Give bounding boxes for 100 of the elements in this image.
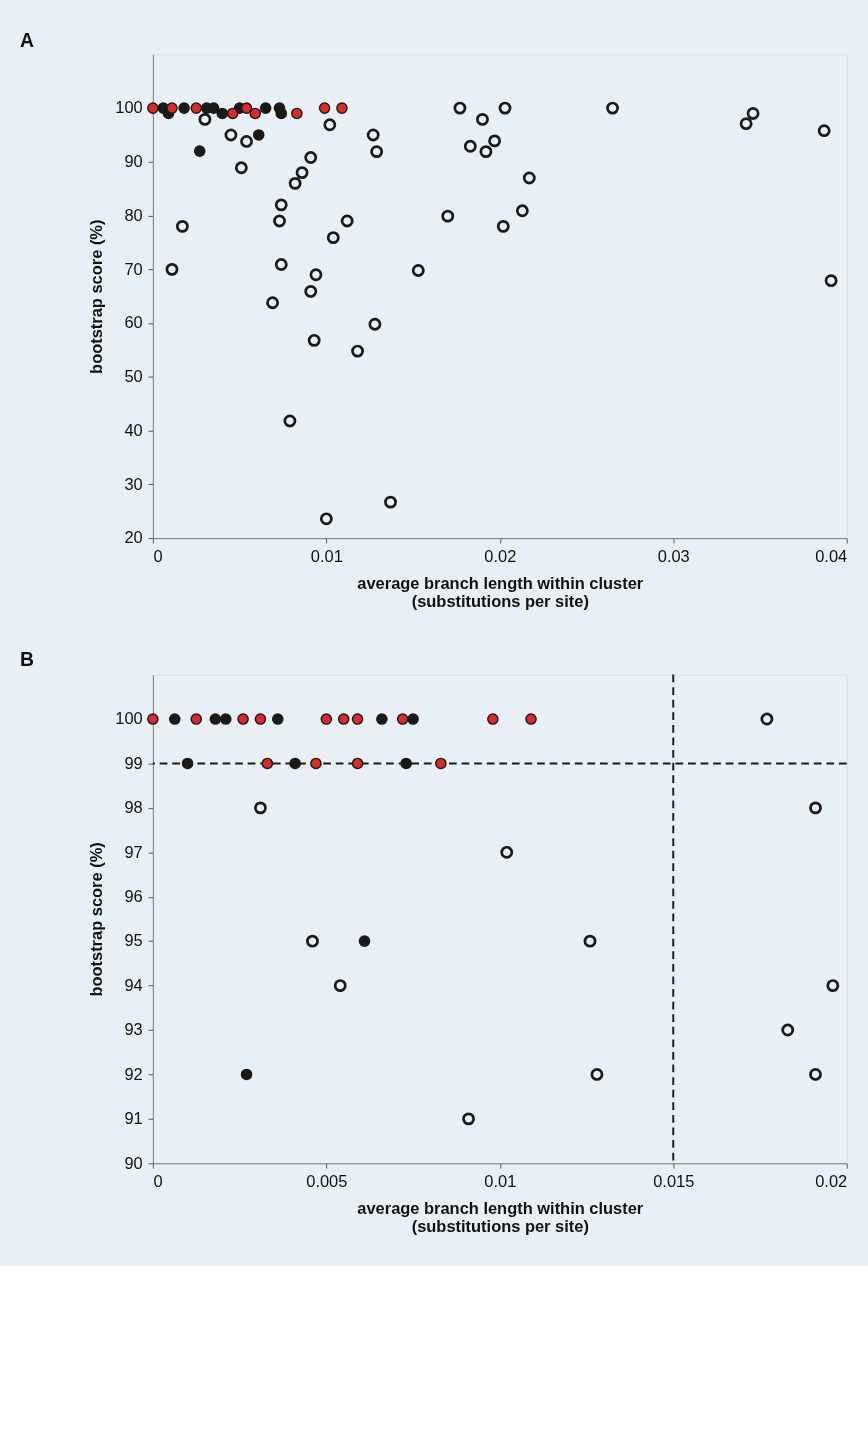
point [515, 204, 529, 218]
point [479, 145, 493, 159]
point [209, 713, 222, 725]
x-tick-label: 0.03 [657, 546, 690, 565]
point [261, 757, 274, 770]
point [283, 414, 297, 428]
point [304, 151, 318, 164]
point [240, 1068, 253, 1081]
y-tick-label: 99 [124, 753, 143, 772]
point [337, 713, 350, 725]
y-tick-label: 80 [124, 205, 143, 224]
y-tick-label: 20 [124, 528, 143, 547]
point [476, 112, 489, 126]
y-tick-label: 100 [115, 98, 143, 117]
y-tick-label: 93 [124, 1020, 143, 1039]
point [304, 284, 318, 298]
point [318, 102, 331, 114]
point [351, 344, 364, 358]
point [407, 713, 419, 725]
y-tick-label: 70 [124, 259, 143, 278]
point [366, 128, 380, 142]
y-tick-label: 98 [124, 798, 143, 817]
point [488, 134, 502, 148]
y-tick-label: 50 [124, 367, 143, 386]
point [271, 713, 284, 725]
point [809, 801, 822, 815]
point [583, 934, 597, 948]
point [525, 713, 537, 725]
point [147, 713, 159, 725]
point [289, 757, 301, 770]
point [376, 713, 388, 725]
point [252, 129, 265, 141]
point [606, 101, 619, 115]
point [746, 107, 760, 120]
point [226, 107, 239, 120]
point [193, 145, 206, 157]
point [319, 512, 333, 526]
point [190, 102, 203, 114]
point [306, 934, 319, 948]
point [487, 713, 499, 725]
chart-title: B [19, 647, 34, 670]
point [333, 979, 347, 993]
point [809, 1068, 822, 1081]
point [351, 757, 364, 770]
y-tick-label: 94 [124, 975, 143, 994]
y-tick-label: 60 [124, 313, 143, 332]
point [320, 713, 333, 725]
point [249, 107, 262, 120]
y-tick-label: 90 [124, 1153, 143, 1172]
point [266, 296, 280, 310]
point [165, 262, 179, 276]
point [498, 101, 512, 115]
y-tick-label: 95 [124, 931, 143, 950]
point [254, 713, 267, 725]
point [219, 713, 232, 725]
x-tick-label: 0 [153, 1171, 163, 1190]
point [274, 258, 288, 271]
point [309, 268, 323, 282]
point [340, 214, 354, 228]
point [178, 102, 190, 114]
point [781, 1023, 795, 1037]
point [400, 757, 412, 770]
x-tick-label: 0.02 [484, 546, 517, 565]
point [358, 935, 371, 947]
chart-title: A [19, 28, 34, 51]
point [181, 757, 194, 770]
point [307, 333, 321, 347]
y-tick-label: 91 [124, 1109, 143, 1128]
point [190, 713, 203, 725]
point [240, 135, 253, 148]
point [824, 274, 838, 288]
x-tick-label: 0.02 [815, 1171, 848, 1190]
y-tick-label: 96 [124, 887, 143, 906]
point [274, 198, 288, 212]
point [462, 1112, 476, 1126]
point [288, 176, 302, 190]
point [166, 102, 178, 114]
point [310, 757, 322, 770]
point [370, 145, 384, 159]
point [259, 102, 272, 114]
point [254, 801, 267, 815]
point [435, 757, 447, 770]
point [295, 166, 309, 180]
point [817, 124, 831, 138]
point [496, 219, 510, 233]
point [234, 161, 248, 175]
point [590, 1068, 604, 1081]
point [500, 845, 514, 859]
point [522, 171, 536, 185]
x-tick-label: 0.01 [484, 1171, 517, 1190]
point [411, 264, 425, 277]
x-axis-title: average branch length within cluster (substitutions per site) [357, 573, 644, 611]
y-tick-label: 40 [124, 420, 143, 439]
point [147, 102, 159, 114]
y-tick-label: 97 [124, 842, 143, 861]
point [336, 102, 348, 114]
x-tick-label: 0.01 [310, 546, 343, 565]
x-tick-label: 0.005 [306, 1171, 348, 1190]
point [175, 219, 189, 233]
point [237, 713, 249, 725]
